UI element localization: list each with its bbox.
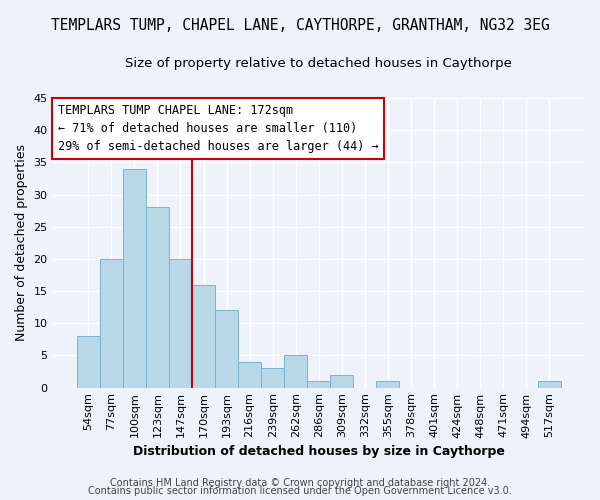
Bar <box>123 169 146 388</box>
Bar <box>215 310 238 388</box>
Text: Contains HM Land Registry data © Crown copyright and database right 2024.: Contains HM Land Registry data © Crown c… <box>110 478 490 488</box>
Bar <box>169 259 192 388</box>
Bar <box>376 381 400 388</box>
Bar <box>77 336 100 388</box>
Bar <box>192 284 215 388</box>
Bar <box>100 259 123 388</box>
Title: Size of property relative to detached houses in Caythorpe: Size of property relative to detached ho… <box>125 58 512 70</box>
Bar <box>330 374 353 388</box>
Bar <box>261 368 284 388</box>
Text: Contains public sector information licensed under the Open Government Licence v3: Contains public sector information licen… <box>88 486 512 496</box>
Bar <box>307 381 330 388</box>
Text: TEMPLARS TUMP CHAPEL LANE: 172sqm
← 71% of detached houses are smaller (110)
29%: TEMPLARS TUMP CHAPEL LANE: 172sqm ← 71% … <box>58 104 379 153</box>
Y-axis label: Number of detached properties: Number of detached properties <box>15 144 28 342</box>
Bar <box>538 381 561 388</box>
X-axis label: Distribution of detached houses by size in Caythorpe: Distribution of detached houses by size … <box>133 444 505 458</box>
Bar <box>146 208 169 388</box>
Bar <box>238 362 261 388</box>
Bar <box>284 356 307 388</box>
Text: TEMPLARS TUMP, CHAPEL LANE, CAYTHORPE, GRANTHAM, NG32 3EG: TEMPLARS TUMP, CHAPEL LANE, CAYTHORPE, G… <box>50 18 550 32</box>
